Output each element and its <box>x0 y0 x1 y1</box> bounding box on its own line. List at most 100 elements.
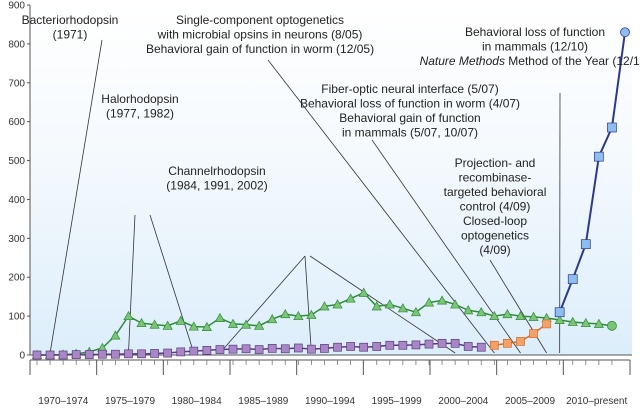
x-period-label: 1975–1979 <box>105 396 155 407</box>
data-point <box>110 330 121 340</box>
annotation-line: Closed-loop <box>463 214 527 228</box>
data-point <box>358 287 369 297</box>
data-point <box>58 350 68 360</box>
data-point <box>162 320 173 330</box>
data-point <box>319 301 330 311</box>
data-point <box>228 344 238 354</box>
data-point <box>410 307 422 317</box>
data-point <box>542 319 551 329</box>
x-period-label: 1990–1994 <box>305 396 355 407</box>
annotation-line: Behavioral gain of function in worm (12/… <box>146 42 374 56</box>
data-point <box>215 345 225 354</box>
data-point <box>280 308 291 319</box>
data-point <box>554 314 565 324</box>
annotation-line: Behavioral loss of function <box>465 25 605 39</box>
data-point <box>136 317 147 328</box>
data-point <box>202 345 212 355</box>
data-point <box>411 340 421 350</box>
data-point <box>333 342 342 352</box>
leader-line <box>219 255 306 354</box>
data-point <box>293 310 304 321</box>
data-point <box>280 344 290 354</box>
x-period-label: 1985–1989 <box>238 396 288 407</box>
data-point <box>567 274 578 285</box>
data-point <box>123 310 134 321</box>
plot-background <box>30 5 632 355</box>
data-point <box>241 344 251 354</box>
annotation-line: Nature Methods Method of the Year (12/10… <box>420 54 640 68</box>
data-point <box>554 307 565 318</box>
data-point <box>607 122 617 133</box>
y-tick-label: 500 <box>8 156 25 167</box>
annotation-text: Bacteriorhodopsin (1971) <box>22 13 119 42</box>
data-point <box>293 343 303 353</box>
data-point <box>593 318 604 328</box>
data-point <box>254 345 264 354</box>
data-point <box>436 295 448 305</box>
data-point <box>528 311 539 321</box>
data-point <box>450 299 461 309</box>
leader-line <box>149 214 195 354</box>
x-period-label: 2000–2004 <box>438 396 488 407</box>
data-point <box>450 338 460 348</box>
data-point <box>227 318 239 328</box>
annotation-line: (4/09) <box>479 243 510 257</box>
annotation-line: control (4/09) <box>460 200 531 214</box>
annotations: Bacteriorhodopsin (1971)Halorhodopsin (197… <box>22 13 640 257</box>
data-point <box>45 350 55 360</box>
data-point <box>240 319 252 329</box>
data-point <box>84 350 94 359</box>
annotation-line: Bacteriorhodopsin <box>22 13 119 27</box>
annotation-line: Projection- and <box>455 156 536 170</box>
data-point <box>345 293 356 303</box>
data-point <box>423 297 435 307</box>
data-point <box>32 350 42 360</box>
data-point <box>307 344 316 354</box>
annotation-line: (1971) <box>53 28 88 42</box>
y-tick-label: 700 <box>8 78 25 89</box>
data-point <box>516 337 525 346</box>
data-point <box>254 320 265 330</box>
data-point <box>580 317 591 328</box>
data-point <box>201 321 212 331</box>
leader-line <box>304 255 312 354</box>
data-point <box>476 307 487 317</box>
annotation-line: (1977, 1982) <box>106 107 174 121</box>
x-period-label: 2010–present <box>566 396 627 407</box>
data-point <box>97 349 107 359</box>
data-point <box>111 349 120 359</box>
annotation-line: in mammals (12/10) <box>482 40 588 54</box>
data-point <box>424 339 434 349</box>
annotation-text: Fiber-optic neural interface (5/07) Behav… <box>300 82 520 140</box>
x-period-label: 1995–1999 <box>372 396 422 407</box>
series-layer <box>31 27 630 360</box>
data-point <box>567 316 578 326</box>
data-point <box>463 305 474 315</box>
annotation-text: Projection- and recombinase-targeted beha… <box>444 156 547 257</box>
leader-line <box>49 39 103 354</box>
y-tick-label: 100 <box>8 312 25 323</box>
annotation-line: optogenetics <box>461 229 529 243</box>
annotation-line: Channelrhodopsin <box>168 164 265 178</box>
data-point <box>332 299 343 309</box>
annotation-line: Halorhodopsin <box>101 92 178 106</box>
annotation-text: Single-component optogenetics with microb… <box>146 13 374 56</box>
data-point <box>620 27 630 38</box>
data-point <box>163 348 173 358</box>
data-point <box>384 299 395 309</box>
data-point <box>267 344 277 353</box>
data-point <box>385 340 395 350</box>
data-point <box>372 342 382 351</box>
annotation-text: Behavioral loss of function in mammals (1… <box>420 25 640 68</box>
data-point <box>515 310 526 321</box>
annotation-line: Single-component optogenetics <box>176 13 344 27</box>
data-point <box>124 349 133 359</box>
annotation-italic: Nature Methods <box>420 54 505 68</box>
data-point <box>71 350 81 359</box>
leader-line <box>128 214 136 354</box>
annotation-line: Behavioral gain of function <box>339 111 480 125</box>
x-period-label: 1970–1974 <box>38 396 88 407</box>
data-point <box>489 340 499 350</box>
data-point <box>489 310 500 321</box>
y-tick-label: 0 <box>19 351 25 362</box>
